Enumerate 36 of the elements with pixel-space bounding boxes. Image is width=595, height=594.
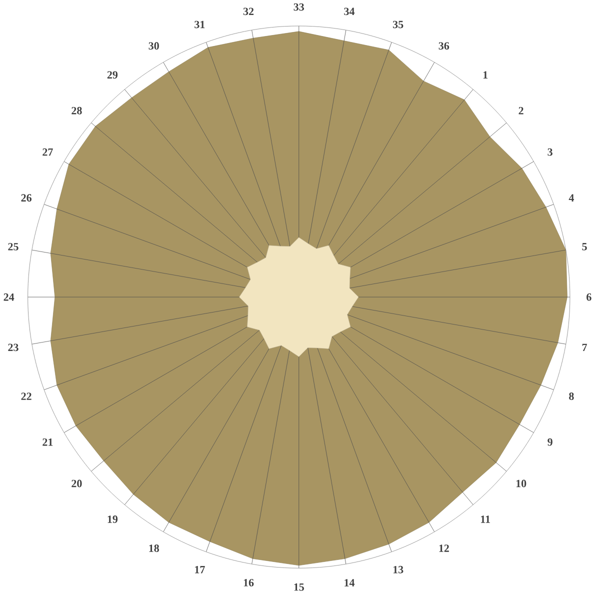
spoke-label: 20: [72, 480, 82, 488]
spoke-label: 31: [194, 20, 205, 28]
spoke-label: 4: [568, 194, 574, 202]
spoke-label: 9: [548, 438, 552, 446]
spoke-label: 33: [294, 3, 304, 11]
spoke-label: 8: [569, 392, 574, 400]
spoke-label: 16: [244, 578, 254, 586]
spoke-label: 29: [107, 71, 118, 79]
spoke-label: 22: [21, 392, 32, 400]
spoke-label: 36: [438, 42, 450, 50]
spoke-label: 6: [586, 293, 592, 301]
spoke-label: 10: [516, 480, 526, 488]
spoke-label: 7: [582, 344, 587, 351]
spoke-label: 21: [42, 438, 53, 446]
spoke-label: 3: [548, 148, 552, 156]
spoke-label: 24: [4, 293, 14, 301]
spoke-label: 26: [21, 194, 32, 202]
spoke-label: 18: [149, 544, 159, 552]
spoke-label: 34: [344, 8, 355, 16]
spoke-label: 23: [8, 344, 18, 352]
spoke-label: 25: [8, 242, 18, 250]
spoke-label: 32: [243, 8, 254, 16]
spoke-label: 12: [439, 544, 449, 552]
spoke-label: 17: [195, 566, 205, 574]
spoke-label: 19: [108, 516, 118, 523]
spoke-label: 15: [294, 583, 304, 591]
spoke-label: 5: [582, 242, 587, 250]
spoke-label: 13: [393, 566, 404, 574]
spoke-label: 1: [483, 71, 488, 78]
spoke-label: 27: [42, 148, 53, 156]
spoke-label: 28: [72, 106, 82, 114]
spoke-label: 14: [344, 579, 355, 586]
spoke-label: 2: [518, 106, 524, 114]
spoke-label: 11: [480, 516, 490, 523]
spoke-label: 35: [392, 20, 404, 28]
spoke-label: 30: [148, 42, 159, 50]
